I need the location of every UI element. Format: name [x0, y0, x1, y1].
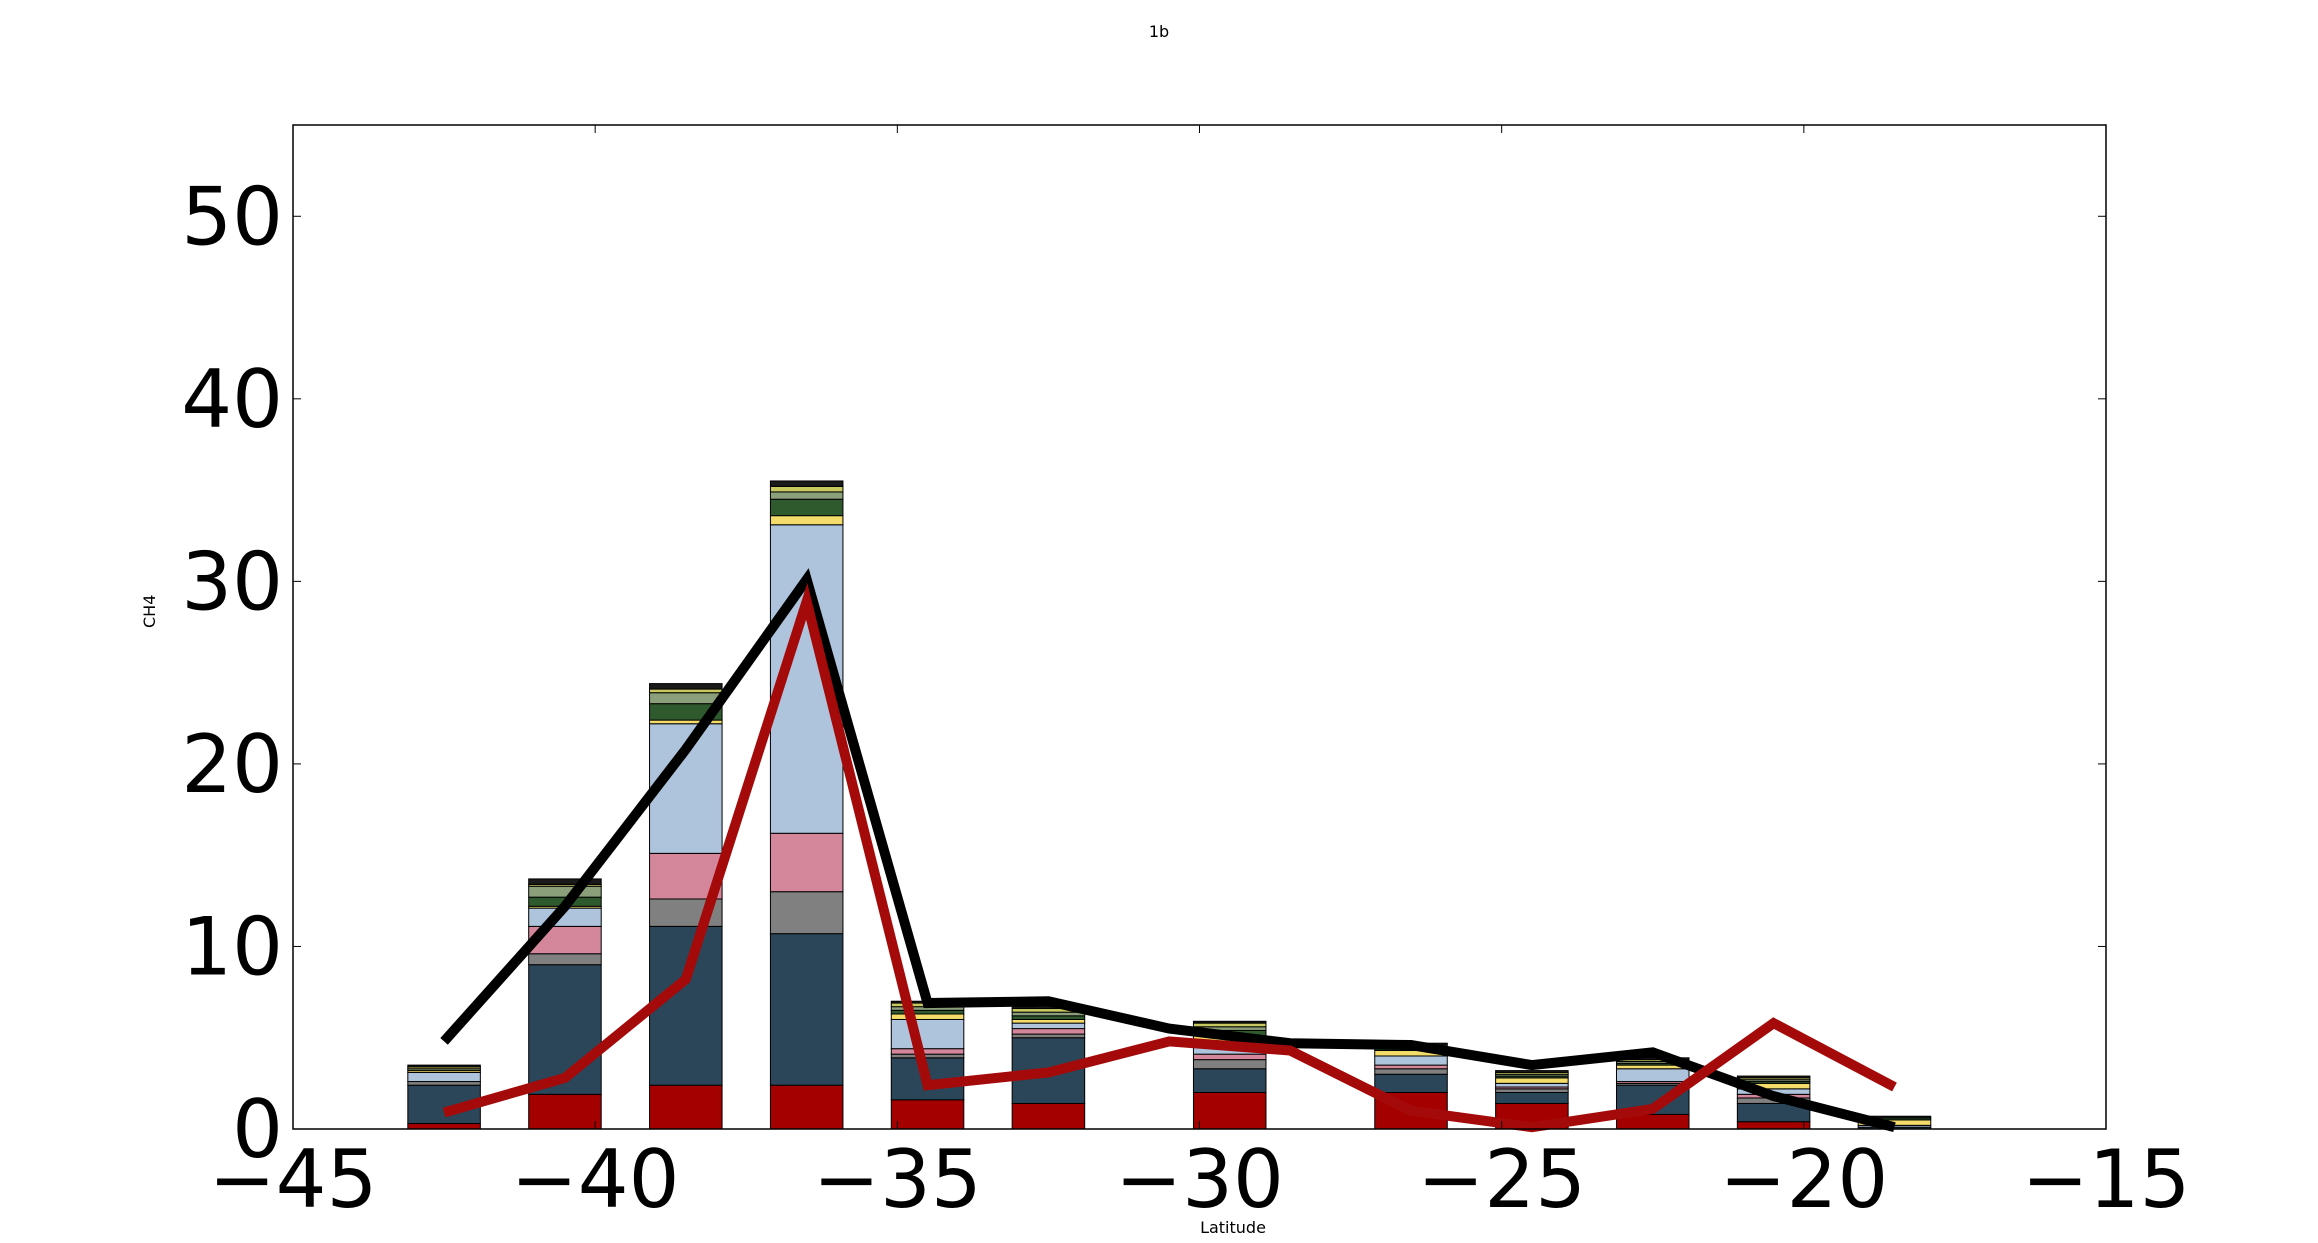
bar-segment [1192, 1020, 1267, 1024]
bar-segment [407, 1071, 481, 1083]
bar-segment [1374, 1064, 1448, 1070]
bar-segment [1192, 1091, 1267, 1130]
y-tick-label: 30 [181, 535, 283, 628]
bar-segment [1011, 1015, 1086, 1020]
bar-segment [1495, 1082, 1569, 1088]
bar-segment [649, 688, 723, 694]
bar-segment [649, 925, 723, 1086]
bar-segment [769, 515, 844, 526]
bar-segment [769, 485, 844, 493]
bar-segment [1011, 1033, 1086, 1039]
bar-segment [407, 1064, 481, 1068]
bar-segment [528, 953, 602, 966]
bar-segment [1736, 1121, 1811, 1130]
bar-segment [407, 1123, 481, 1130]
bar-segment [769, 1084, 844, 1130]
bar-segment [890, 1048, 965, 1055]
bar-segment [1374, 1073, 1448, 1093]
bar-segment [1011, 1022, 1086, 1030]
x-tick-label: −20 [1719, 1133, 1888, 1226]
chart-title: 1b [1148, 22, 1170, 41]
series-line-1 [440, 568, 1896, 1133]
x-tick-label: −45 [209, 1133, 378, 1226]
y-tick-label: 20 [181, 718, 283, 811]
series-lines [440, 568, 1897, 1133]
x-tick-label: −30 [1115, 1133, 1284, 1226]
bar-segment [769, 891, 844, 935]
bar-segment [1495, 1070, 1569, 1073]
y-tick-label: 0 [232, 1083, 283, 1176]
bar-segment [1374, 1055, 1448, 1066]
bar-segment [649, 683, 723, 690]
axis-ticks: −45 −40 −35 −30 −25 −20 −15 0 10 20 30 40 50 [181, 125, 2190, 1226]
series-line-2 [442, 583, 1897, 1133]
bar-segment [1374, 1068, 1448, 1075]
bar-segment [769, 832, 844, 893]
bar-segment [528, 1093, 602, 1130]
bar-segment [1011, 1011, 1086, 1017]
x-tick-label: −35 [813, 1133, 982, 1226]
bar-segment [1011, 1018, 1086, 1024]
bar-segment [1495, 1091, 1569, 1104]
bar-segment [769, 933, 844, 1086]
y-axis-label: CH4 [140, 594, 159, 628]
bar-segment [1192, 1059, 1267, 1070]
bar-segment [1495, 1088, 1569, 1093]
bar-segment [769, 480, 844, 487]
bar-segment [528, 878, 602, 885]
y-tick-label: 40 [181, 353, 283, 446]
y-tick-label: 50 [181, 170, 283, 263]
bar-segment [649, 1084, 723, 1130]
bar-segment [1192, 1053, 1267, 1061]
bar-segment [890, 1013, 965, 1020]
bar-segment [1011, 1028, 1086, 1035]
bar-segment [890, 1018, 965, 1050]
bar-segment [1736, 1075, 1811, 1079]
x-tick-label: −15 [2022, 1133, 2191, 1226]
bar-segment [1192, 1022, 1267, 1028]
x-axis-label: Latitude [1200, 1218, 1266, 1237]
bar-segment [528, 885, 602, 898]
bar-segment [1011, 1102, 1086, 1130]
bar-segment [407, 1081, 481, 1086]
bar-segment [890, 1099, 965, 1130]
bar-segment [890, 1009, 965, 1015]
bar-segment [890, 1053, 965, 1059]
bar-segment [1615, 1068, 1690, 1083]
bar-segment [1192, 1068, 1267, 1093]
bar-segment [769, 491, 844, 500]
x-tick-label: −40 [511, 1133, 680, 1226]
bar-segment [769, 498, 844, 517]
bar-segment [649, 692, 723, 705]
x-tick-label: −25 [1417, 1133, 1586, 1226]
y-tick-label: 10 [181, 900, 283, 993]
bar-segment [1495, 1077, 1569, 1084]
